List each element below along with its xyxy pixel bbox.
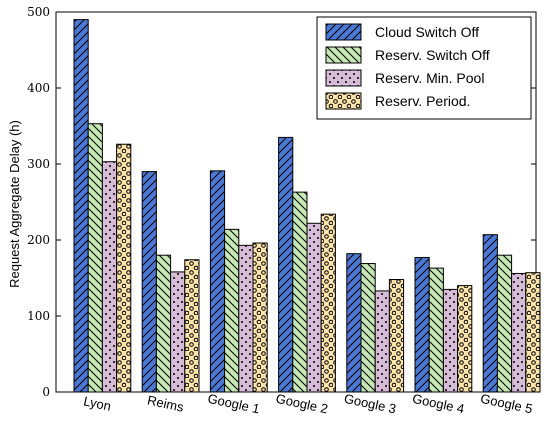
y-tick-label: 0: [42, 385, 50, 399]
legend: Cloud Switch Off Reserv. Switch Off Reserv…: [316, 16, 532, 120]
x-tick-label: Google 2: [275, 391, 330, 417]
x-tick-label: Google 5: [479, 391, 534, 417]
y-tick-label: 300: [27, 157, 50, 171]
x-tick-label: Lyon: [82, 393, 112, 413]
legend-swatch-hatch: [325, 92, 362, 110]
x-tick-label: Google 1: [206, 391, 261, 417]
bar-hatch: [360, 263, 376, 393]
bar-hatch: [511, 272, 527, 393]
bar-hatch: [374, 290, 390, 393]
legend-swatch-hatch: [325, 23, 362, 41]
legend-swatch-hatch: [325, 69, 362, 87]
legend-swatch-hatch: [325, 46, 362, 64]
bar-hatch: [209, 170, 226, 393]
x-tick-label: Google 3: [343, 391, 398, 417]
bar-hatch: [346, 253, 362, 393]
bar-hatch: [116, 143, 132, 393]
y-axis-title: Request Aggregate Delay (h): [7, 120, 22, 288]
bar-hatch: [428, 267, 444, 393]
y-tick-label: 200: [27, 233, 50, 247]
bar-hatch: [87, 123, 103, 393]
legend-label-reserv-switch-off: Reserv. Switch Off: [375, 47, 490, 63]
x-tick-label: Google 4: [411, 391, 466, 417]
bar-hatch: [496, 254, 513, 393]
bar-hatch: [442, 288, 459, 393]
bar-hatch: [73, 19, 89, 393]
y-tick-label: 100: [27, 309, 50, 323]
bar-hatch: [238, 244, 254, 393]
legend-label-cloud-switch-off: Cloud Switch Off: [375, 24, 479, 40]
bar-hatch: [252, 242, 268, 393]
bar-hatch: [306, 222, 322, 393]
y-tick-label: 400: [27, 81, 50, 95]
bar-hatch: [482, 234, 498, 393]
bar-hatch: [457, 285, 473, 393]
bars-group: [73, 19, 541, 393]
legend-label-reserv-min-pool: Reserv. Min. Pool: [375, 70, 484, 86]
bar-hatch: [155, 254, 172, 393]
x-tick-label: Reims: [146, 392, 186, 414]
bar-hatch: [101, 161, 118, 393]
bar-hatch: [388, 279, 405, 393]
bar-hatch: [170, 271, 186, 393]
bar-hatch: [414, 256, 430, 393]
bar-hatch: [184, 259, 200, 393]
bar-hatch: [278, 136, 294, 393]
y-axis-ticks: 0 100 200 300 400 500: [27, 5, 536, 399]
bar-hatch: [292, 191, 308, 393]
bar-hatch: [141, 171, 157, 393]
bar-hatch: [320, 213, 336, 393]
bar-hatch: [525, 272, 541, 393]
legend-label-reserv-period: Reserv. Period.: [375, 93, 470, 109]
y-tick-label: 500: [27, 5, 50, 19]
bar-hatch: [224, 228, 240, 393]
